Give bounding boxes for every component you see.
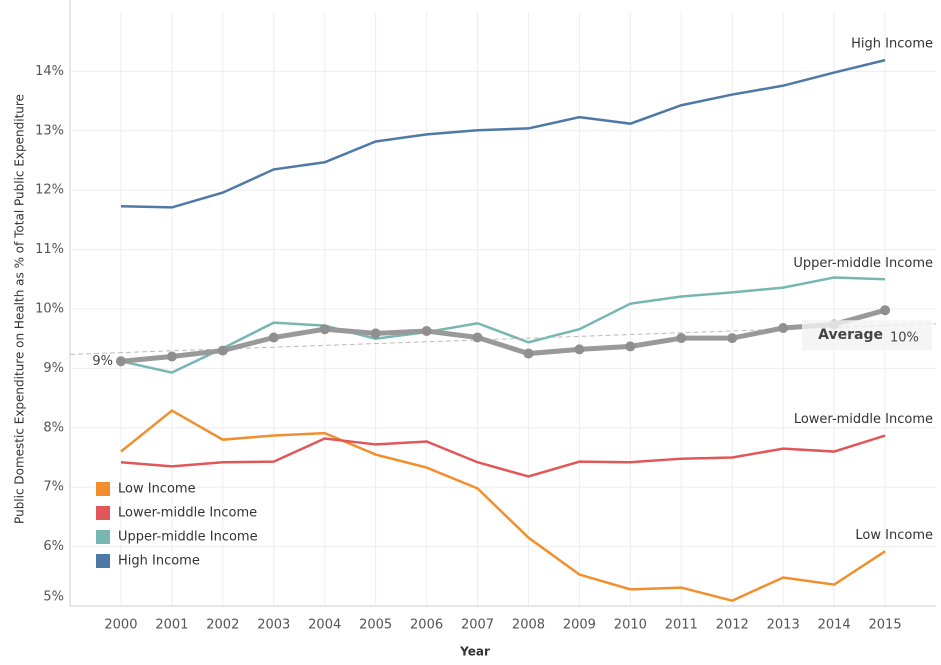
legend-swatch <box>96 530 110 544</box>
legend-swatch <box>96 506 110 520</box>
legend-label: Upper-middle Income <box>118 530 258 545</box>
series-line <box>120 434 886 478</box>
x-tick-label: 2001 <box>155 618 188 633</box>
average-marker <box>217 345 228 356</box>
series-end-label: Upper-middle Income <box>793 256 933 271</box>
average-marker <box>676 333 687 344</box>
series-line <box>120 58 886 209</box>
average-marker <box>472 332 483 343</box>
y-axis-title: Public Domestic Expenditure on Health as… <box>13 94 27 524</box>
average-value-label: 9% <box>92 354 113 369</box>
average-marker <box>319 324 330 335</box>
x-tick-label: 2015 <box>869 618 902 633</box>
average-label: Average <box>818 327 883 343</box>
legend-swatch <box>96 482 110 496</box>
average-marker <box>778 323 789 334</box>
average-marker <box>625 341 636 352</box>
legend-label: Low Income <box>118 482 196 497</box>
y-tick-label: 8% <box>43 420 64 435</box>
average-marker <box>523 348 534 359</box>
x-tick-label: 2014 <box>818 618 851 633</box>
legend-label: High Income <box>118 554 200 569</box>
series-line <box>120 276 886 374</box>
x-tick-label: 2010 <box>614 618 647 633</box>
average-marker <box>166 351 177 362</box>
x-tick-label: 2000 <box>104 618 137 633</box>
y-tick-label: 14% <box>35 64 64 79</box>
x-tick-label: 2012 <box>716 618 749 633</box>
average-line <box>120 307 886 364</box>
y-tick-label: 12% <box>35 183 64 198</box>
x-tick-label: 2003 <box>257 618 290 633</box>
series-end-label: Low Income <box>855 528 933 543</box>
legend-swatch <box>96 554 110 568</box>
series-end-label: Lower-middle Income <box>794 412 933 427</box>
x-tick-label: 2004 <box>308 618 341 633</box>
average-label-bg <box>802 320 932 351</box>
average-marker <box>574 344 585 355</box>
average-marker <box>880 305 891 316</box>
x-tick-label: 2006 <box>410 618 443 633</box>
x-axis-title: Year <box>459 645 490 659</box>
x-tick-label: 2011 <box>665 618 698 633</box>
x-tick-label: 2005 <box>359 618 392 633</box>
y-tick-label: 13% <box>35 123 64 138</box>
x-tick-label: 2007 <box>461 618 494 633</box>
x-tick-label: 2008 <box>512 618 545 633</box>
x-tick-label: 2002 <box>206 618 239 633</box>
series-end-label: High Income <box>851 37 933 52</box>
y-tick-label: 6% <box>43 539 64 554</box>
average-value-label: 10% <box>890 331 919 346</box>
y-tick-label: 5% <box>43 590 64 605</box>
average-marker <box>268 332 279 343</box>
y-tick-label: 9% <box>43 361 64 376</box>
average-marker <box>727 333 738 344</box>
average-marker <box>115 356 126 367</box>
average-marker <box>421 325 432 336</box>
y-tick-label: 10% <box>35 302 64 317</box>
x-tick-label: 2009 <box>563 618 596 633</box>
y-tick-label: 11% <box>35 242 64 257</box>
average-marker <box>370 328 381 339</box>
x-tick-label: 2013 <box>767 618 800 633</box>
legend-label: Lower-middle Income <box>118 506 257 521</box>
series-line <box>120 409 886 602</box>
y-tick-label: 7% <box>43 480 64 495</box>
